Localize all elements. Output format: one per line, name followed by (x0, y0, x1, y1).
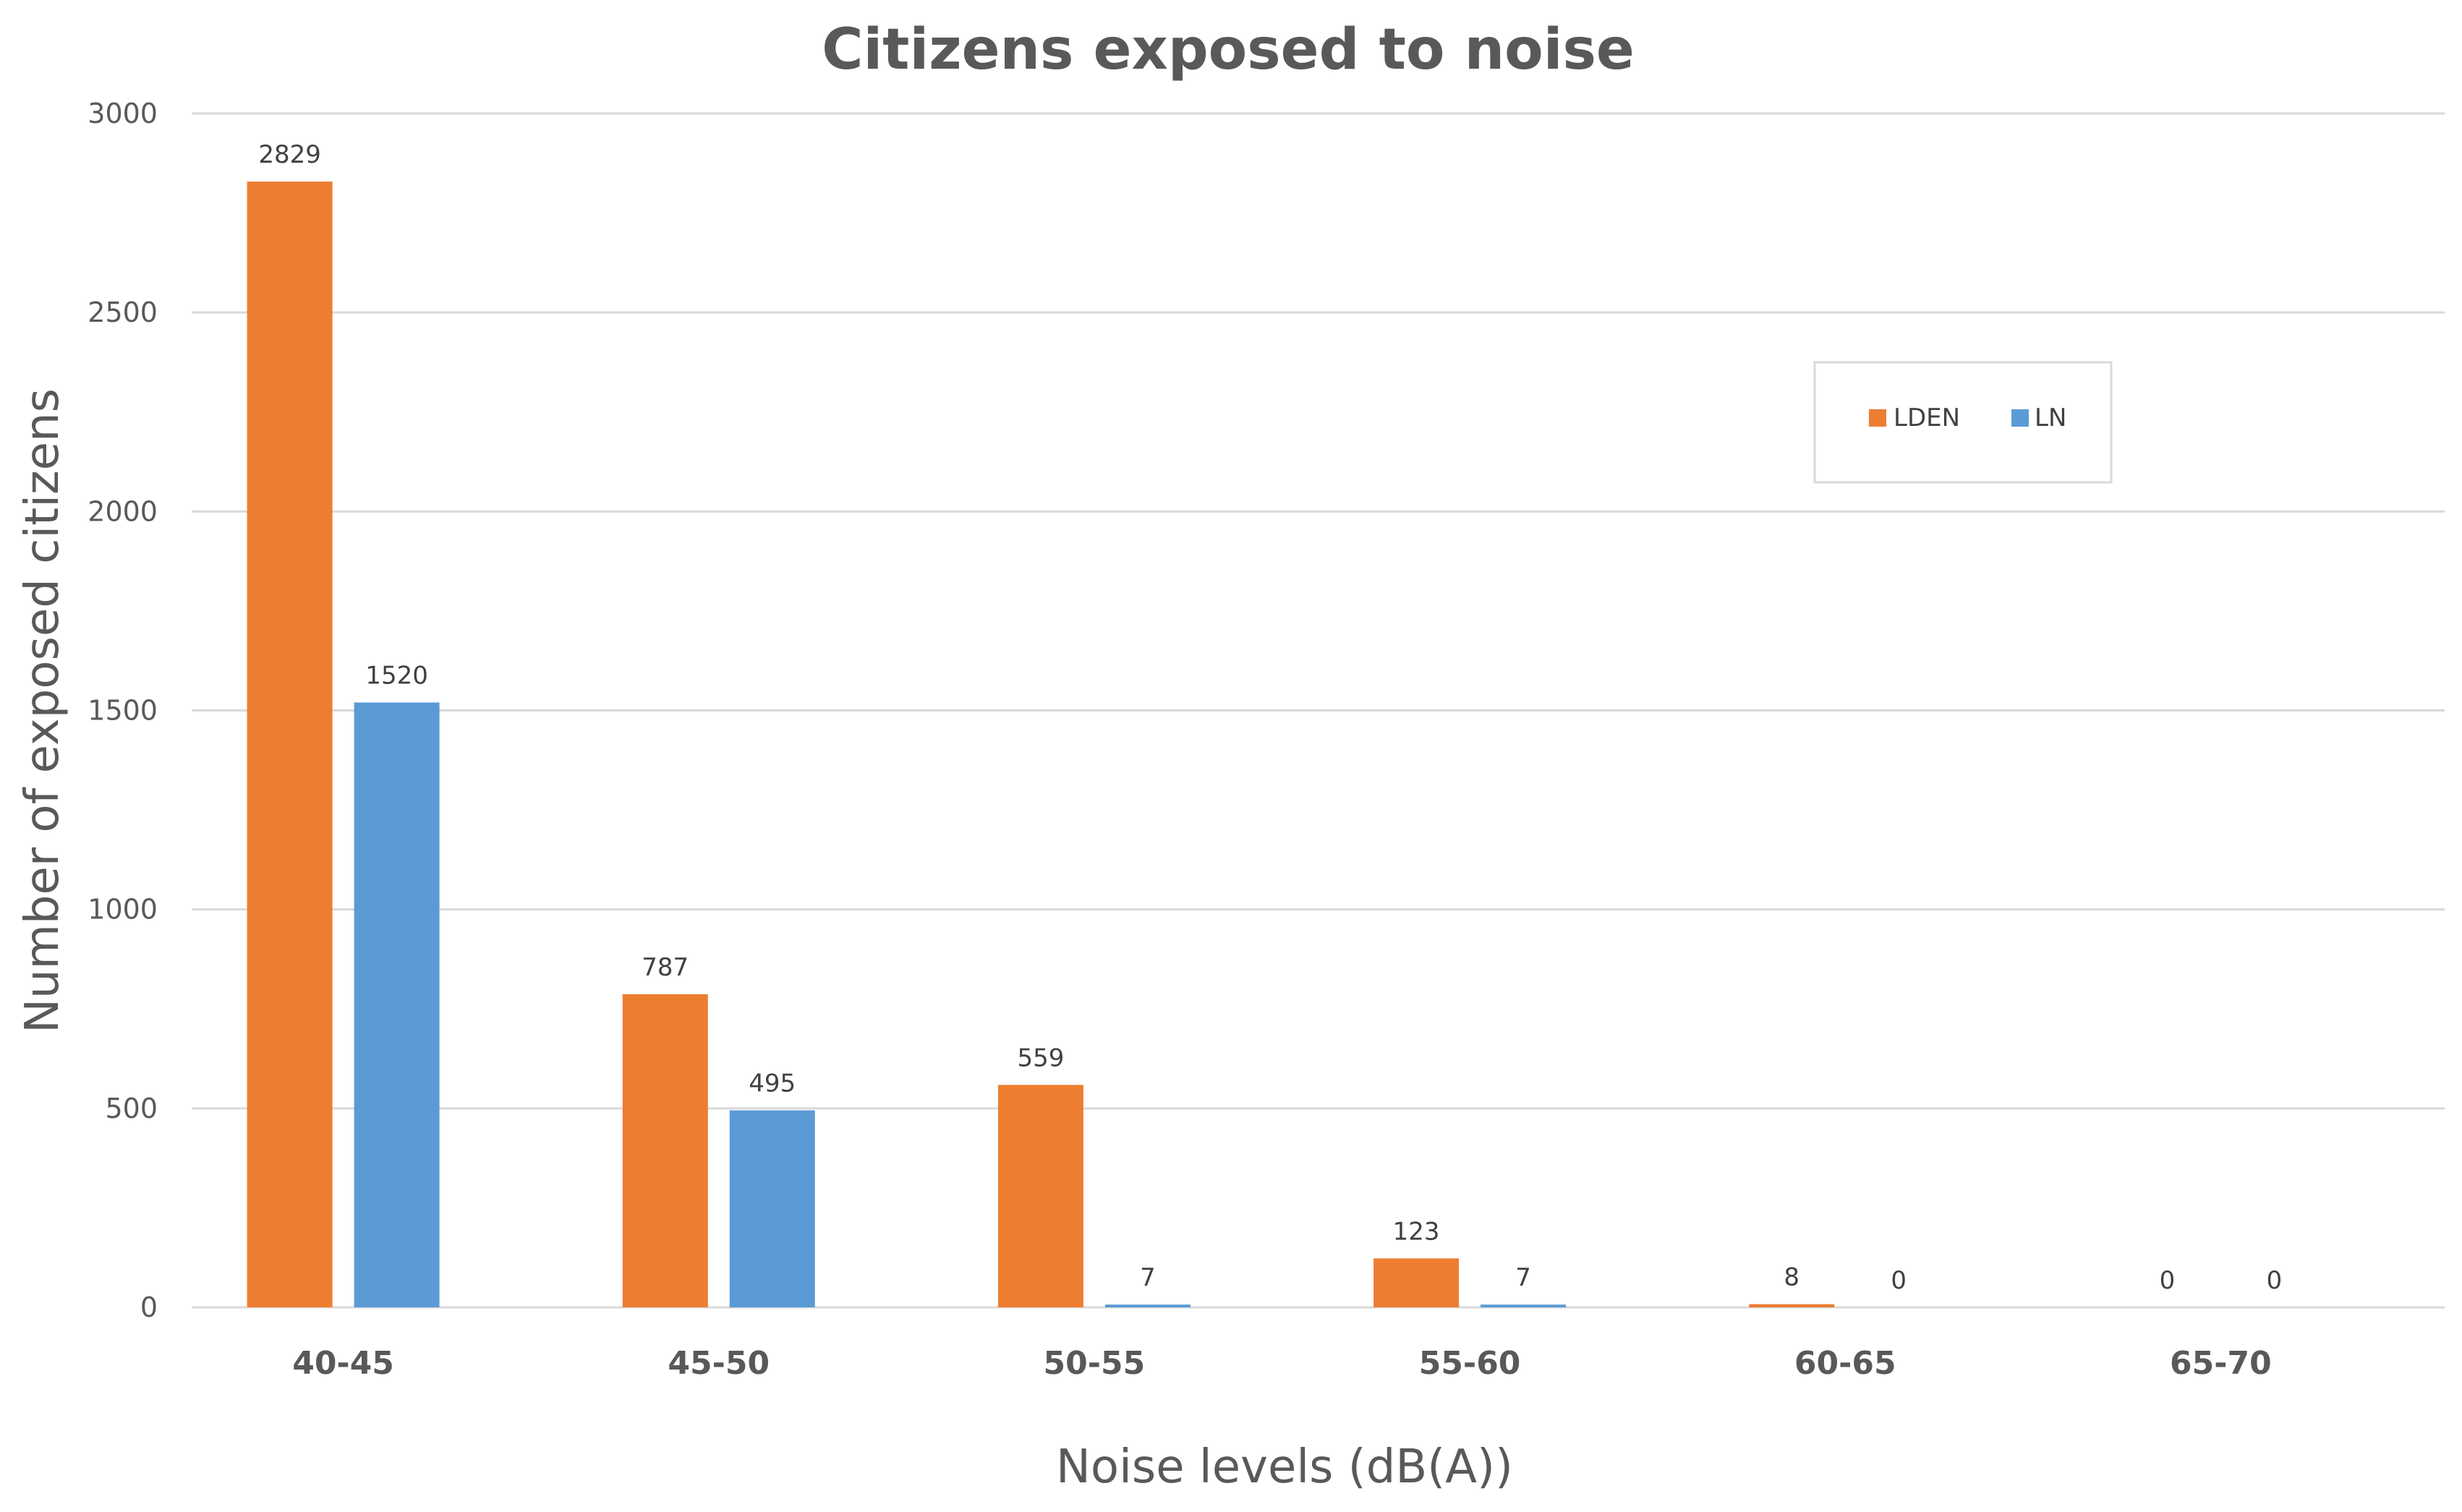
data-label: 2829 (258, 140, 321, 169)
bar-lden-45-50 (622, 994, 708, 1307)
data-label: 0 (1891, 1266, 1907, 1295)
y-tick-label: 3000 (88, 98, 158, 129)
x-axis-title: Noise levels (dB(A)) (1056, 1440, 1513, 1494)
data-label: 8 (1784, 1263, 1799, 1292)
data-label: 0 (2267, 1266, 2283, 1295)
bar-lden-40-45 (247, 181, 333, 1308)
x-tick-label: 40-45 (292, 1345, 394, 1382)
bars (247, 181, 1835, 1308)
bar-ln-45-50 (729, 1110, 815, 1307)
bar-lden-55-60 (1373, 1258, 1460, 1307)
x-tick-label: 45-50 (668, 1345, 770, 1382)
data-label: 7 (1140, 1263, 1156, 1292)
x-axis-ticks: 40-45 45-50 50-55 55-60 60-65 65-70 (292, 1345, 2272, 1382)
bar-ln-50-55 (1104, 1304, 1190, 1307)
y-tick-label: 2500 (88, 296, 158, 328)
legend-swatch-ln (2011, 409, 2029, 427)
x-tick-label: 65-70 (2170, 1345, 2272, 1382)
legend-swatch-lden (1869, 409, 1886, 427)
bar-lden-50-55 (997, 1085, 1083, 1307)
y-axis-ticks: 0 500 1000 1500 2000 2500 3000 (88, 98, 158, 1323)
x-tick-label: 60-65 (1794, 1345, 1896, 1382)
chart-title: Citizens exposed to noise (822, 17, 1635, 82)
data-label: 0 (2160, 1266, 2176, 1295)
legend-box (1813, 361, 2113, 484)
y-tick-label: 0 (140, 1291, 158, 1323)
data-label: 787 (642, 953, 689, 982)
bar-lden-60-65 (1749, 1304, 1835, 1307)
x-tick-label: 55-60 (1419, 1345, 1521, 1382)
data-label: 1520 (365, 661, 428, 690)
data-label: 559 (1017, 1043, 1064, 1072)
bar-ln-40-45 (354, 702, 440, 1307)
x-tick-label: 50-55 (1044, 1345, 1146, 1382)
data-label: 123 (1393, 1217, 1440, 1246)
y-tick-label: 500 (105, 1093, 158, 1124)
data-label: 7 (1515, 1263, 1531, 1292)
gridlines (192, 112, 2445, 1309)
data-label: 495 (749, 1069, 796, 1098)
data-labels: 2829 1520 787 495 559 7 123 7 8 0 0 0 (258, 140, 2282, 1295)
y-tick-label: 1000 (88, 894, 158, 926)
y-axis-title: Number of exposed citizens (16, 388, 69, 1033)
bar-ln-55-60 (1481, 1304, 1567, 1307)
y-tick-label: 2000 (88, 495, 158, 527)
legend-label-ln: LN (2035, 403, 2066, 432)
y-tick-label: 1500 (88, 695, 158, 727)
legend-label-lden: LDEN (1894, 403, 1960, 432)
legend: LDEN LN (1813, 361, 2113, 484)
